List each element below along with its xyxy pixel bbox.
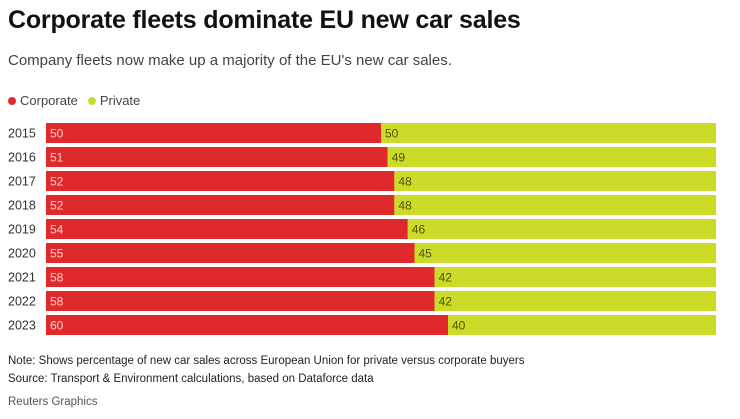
bar-corporate	[46, 147, 388, 167]
bar-private	[394, 195, 716, 215]
data-label-corporate: 54	[50, 223, 64, 237]
data-label-private: 42	[439, 295, 453, 309]
bar-private	[394, 171, 716, 191]
y-tick-label: 2016	[8, 151, 36, 165]
legend-swatch-corporate	[8, 96, 16, 105]
y-tick-label: 2022	[8, 295, 36, 309]
bar-corporate	[46, 123, 381, 143]
bar-corporate	[46, 195, 395, 215]
chart-credit: Reuters Graphics	[8, 396, 98, 408]
stacked-bar-chart: 2015 50 50 2016 51 49 2017 52 48 2018 52 48 2019 54 46…	[8, 123, 716, 335]
y-tick-label: 2018	[8, 199, 36, 213]
bar-corporate	[46, 315, 448, 335]
bar-corporate	[46, 243, 415, 263]
legend-swatch-private	[87, 96, 96, 105]
data-label-private: 42	[439, 271, 453, 285]
bar-private	[448, 315, 716, 335]
y-tick-label: 2020	[8, 247, 36, 261]
y-tick-label: 2015	[8, 127, 36, 141]
y-tick-label: 2017	[8, 175, 36, 189]
bar-corporate	[46, 219, 408, 239]
bar-private	[407, 219, 716, 239]
data-label-corporate: 58	[50, 295, 64, 309]
data-label-private: 50	[385, 127, 399, 141]
y-tick-label: 2021	[8, 271, 36, 285]
data-label-corporate: 60	[50, 319, 64, 333]
y-tick-label: 2023	[8, 319, 36, 333]
data-label-corporate: 52	[50, 175, 64, 189]
data-label-corporate: 50	[50, 127, 64, 141]
bar-corporate	[46, 291, 435, 311]
legend: Corporate Private	[8, 93, 150, 108]
chart-subtitle: Company fleets now make up a majority of…	[8, 52, 452, 69]
legend-item-corporate: Corporate	[8, 93, 78, 108]
chart-note: Note: Shows percentage of new car sales …	[8, 355, 525, 367]
bar-private	[387, 147, 716, 167]
bar-corporate	[46, 267, 435, 287]
chart-title: Corporate fleets dominate EU new car sal…	[8, 6, 521, 34]
data-label-private: 45	[419, 247, 433, 261]
y-tick-label: 2019	[8, 223, 36, 237]
bar-private	[381, 123, 716, 143]
data-label-private: 49	[392, 151, 406, 165]
legend-label-private: Private	[99, 93, 141, 108]
data-label-private: 40	[452, 319, 466, 333]
bar-corporate	[46, 171, 395, 191]
data-label-corporate: 58	[50, 271, 64, 285]
data-label-corporate: 52	[50, 199, 64, 213]
data-label-corporate: 55	[50, 247, 64, 261]
bar-private	[434, 291, 716, 311]
data-label-corporate: 51	[50, 151, 64, 165]
data-label-private: 48	[398, 175, 412, 189]
data-label-private: 46	[412, 223, 426, 237]
legend-item-private: Private	[87, 93, 141, 108]
legend-label-corporate: Corporate	[20, 93, 78, 108]
chart-source: Source: Transport & Environment calculat…	[8, 373, 374, 385]
data-label-private: 48	[398, 199, 412, 213]
bar-private	[414, 243, 716, 263]
bar-private	[434, 267, 716, 287]
